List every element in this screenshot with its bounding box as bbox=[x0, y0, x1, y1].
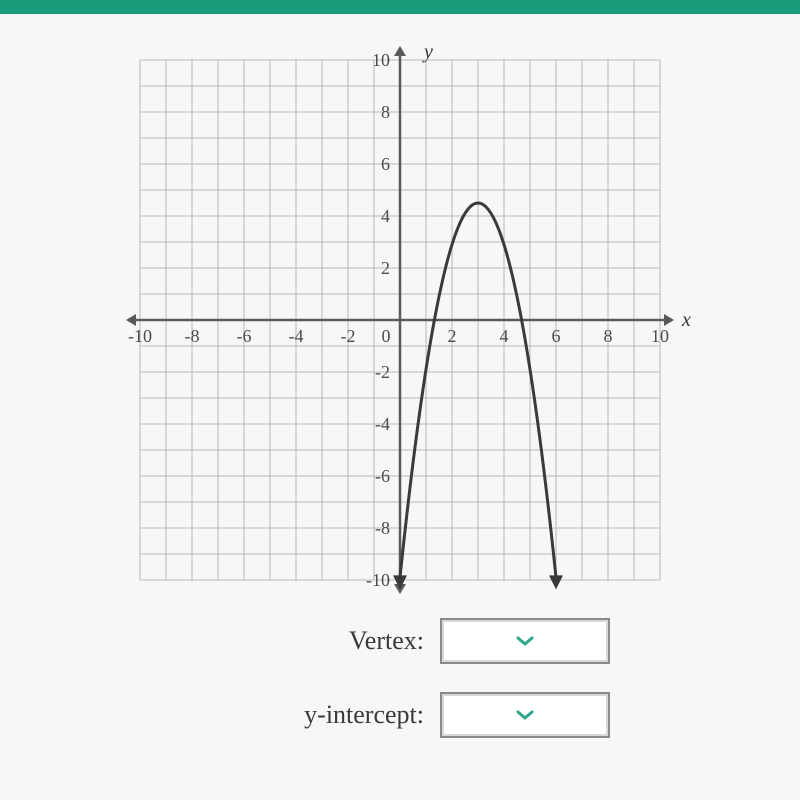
svg-text:10: 10 bbox=[651, 326, 669, 346]
svg-text:-2: -2 bbox=[375, 362, 390, 382]
svg-text:x: x bbox=[681, 309, 691, 331]
yintercept-label: y-intercept: bbox=[304, 700, 424, 730]
svg-text:-4: -4 bbox=[289, 326, 304, 346]
svg-text:y: y bbox=[422, 41, 433, 63]
svg-text:-10: -10 bbox=[128, 326, 152, 346]
vertex-dropdown[interactable] bbox=[440, 618, 610, 664]
svg-text:4: 4 bbox=[381, 206, 390, 226]
svg-text:6: 6 bbox=[552, 326, 561, 346]
chevron-down-icon bbox=[516, 709, 534, 721]
yintercept-dropdown[interactable] bbox=[440, 692, 610, 738]
svg-text:2: 2 bbox=[448, 326, 457, 346]
answer-form: Vertex: y-intercept: bbox=[190, 618, 610, 738]
svg-text:8: 8 bbox=[604, 326, 613, 346]
vertex-label: Vertex: bbox=[349, 626, 424, 656]
svg-text:0: 0 bbox=[382, 326, 391, 346]
coordinate-graph: -10 -8 -6 -4 -2 0 2 4 6 8 10 -10 -8 -6 -4 -2 2 4 6 8 10 x y bbox=[100, 40, 700, 600]
chevron-down-icon bbox=[516, 635, 534, 647]
svg-text:-8: -8 bbox=[185, 326, 200, 346]
svg-text:10: 10 bbox=[372, 50, 390, 70]
svg-text:6: 6 bbox=[381, 154, 390, 174]
svg-text:-6: -6 bbox=[237, 326, 252, 346]
svg-text:-6: -6 bbox=[375, 466, 390, 486]
svg-text:4: 4 bbox=[500, 326, 509, 346]
svg-text:-8: -8 bbox=[375, 518, 390, 538]
yintercept-row: y-intercept: bbox=[190, 692, 610, 738]
svg-text:2: 2 bbox=[381, 258, 390, 278]
vertex-row: Vertex: bbox=[190, 618, 610, 664]
svg-text:8: 8 bbox=[381, 102, 390, 122]
svg-text:-2: -2 bbox=[341, 326, 356, 346]
header-accent-bar bbox=[0, 0, 800, 14]
svg-text:-10: -10 bbox=[366, 570, 390, 590]
svg-text:-4: -4 bbox=[375, 414, 390, 434]
graph-svg: -10 -8 -6 -4 -2 0 2 4 6 8 10 -10 -8 -6 -4 -2 2 4 6 8 10 x y bbox=[100, 40, 700, 600]
